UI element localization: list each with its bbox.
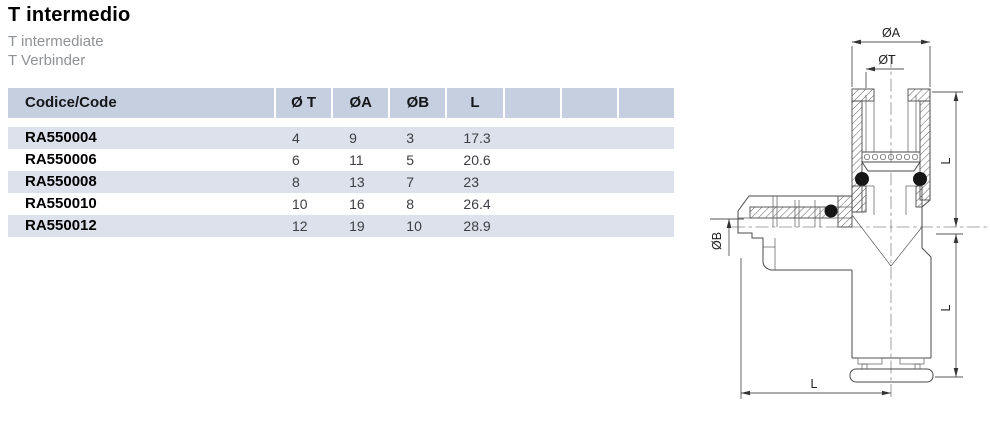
cell-diameter-t: 4 <box>292 130 300 146</box>
table-row: RA550010 10 16 8 26.4 <box>8 193 674 215</box>
centerlines <box>732 55 988 400</box>
cell-diameter-t: 12 <box>292 218 308 234</box>
cell-diameter-a: 19 <box>349 218 365 234</box>
technical-drawing: ØA ØT <box>700 20 990 412</box>
column-header-empty-1 <box>502 88 560 118</box>
label-diameter-b: ØB <box>710 232 724 250</box>
cell-length: 23 <box>463 174 479 190</box>
column-header-diameter-t: Ø T <box>274 88 331 118</box>
o-ring <box>824 204 838 218</box>
label-length-bottom: L <box>939 304 953 311</box>
o-ring <box>913 172 927 186</box>
cell-length: 26.4 <box>463 196 491 212</box>
label-length-top: L <box>939 157 953 164</box>
cell-code: RA550004 <box>25 129 97 146</box>
column-header-diameter-a: ØA <box>331 88 388 118</box>
dimension-table: Codice/Code Ø T ØA ØB L RA550004 4 9 3 1… <box>8 88 674 237</box>
dimension-length-bottom: L <box>935 233 963 378</box>
label-diameter-a: ØA <box>882 26 901 40</box>
column-header-diameter-b: ØB <box>388 88 445 118</box>
cell-diameter-a: 11 <box>349 152 364 168</box>
column-header-length: L <box>445 88 502 118</box>
cell-length: 17.3 <box>463 130 491 146</box>
dimension-diameter-a: ØA <box>851 26 931 87</box>
cell-code: RA550010 <box>25 195 97 212</box>
column-header-empty-2 <box>559 88 617 118</box>
label-length-horizontal: L <box>811 377 818 391</box>
table-row: RA550004 4 9 3 17.3 <box>8 127 674 149</box>
cell-diameter-a: 16 <box>349 196 365 212</box>
cell-code: RA550008 <box>25 173 97 190</box>
cell-length: 28.9 <box>463 218 491 234</box>
cell-diameter-t: 10 <box>292 196 308 212</box>
column-header-code: Codice/Code <box>25 94 117 111</box>
column-header-empty-3 <box>616 88 674 118</box>
dimension-diameter-b: ØB <box>710 218 744 256</box>
cell-diameter-b: 3 <box>406 130 415 146</box>
dimension-length-top: L <box>932 91 963 227</box>
cell-diameter-b: 7 <box>406 174 415 190</box>
bottom-stem-section <box>849 257 934 383</box>
label-diameter-t: ØT <box>878 53 896 67</box>
table-row: RA550008 8 13 7 23 <box>8 171 674 193</box>
page-subtitle-english: T intermediate <box>8 33 104 50</box>
side-port-section <box>737 195 852 271</box>
table-header-row: Codice/Code Ø T ØA ØB L <box>8 88 674 118</box>
table-row: RA550012 12 19 10 28.9 <box>8 215 674 237</box>
cell-diameter-b: 8 <box>406 196 415 212</box>
cell-code: RA550012 <box>25 217 97 234</box>
dimension-length-horizontal: L <box>740 258 891 399</box>
cell-diameter-a: 9 <box>349 130 357 146</box>
cell-diameter-a: 13 <box>349 174 365 190</box>
cell-code: RA550006 <box>25 151 97 168</box>
page-title: T intermedio <box>8 4 131 26</box>
table-body: RA550004 4 9 3 17.3 RA550006 6 11 5 20.6… <box>8 127 674 237</box>
cell-length: 20.6 <box>463 152 491 168</box>
grip-ring-balls <box>863 153 919 161</box>
cell-diameter-t: 6 <box>292 152 300 168</box>
dimension-diameter-t: ØT <box>865 53 904 88</box>
body-junction <box>837 195 923 267</box>
table-row: RA550006 6 11 5 20.6 <box>8 149 674 171</box>
page-subtitle-german: T Verbinder <box>8 52 86 69</box>
cell-diameter-b: 5 <box>406 152 415 168</box>
top-port-section <box>851 88 932 258</box>
o-ring <box>855 172 869 186</box>
cell-diameter-b: 10 <box>406 218 422 234</box>
cell-diameter-t: 8 <box>292 174 300 190</box>
